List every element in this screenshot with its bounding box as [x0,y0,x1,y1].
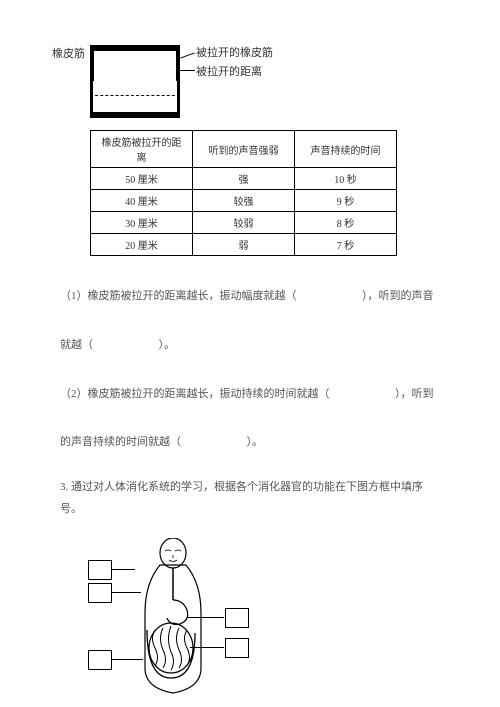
col-header: 听到的声音强弱 [193,131,295,168]
table-row: 30 厘米 较弱 8 秒 [91,212,397,234]
label-rubber-band: 橡皮筋 [52,45,85,61]
answer-box-5[interactable] [88,650,112,670]
cell: 8 秒 [295,212,397,234]
cell: 弱 [193,234,295,256]
q2-line2: 的声音持续的时间就越（ ）。 [60,427,440,458]
dashed-midline [90,95,180,96]
lead-line [190,647,224,648]
q1-line1: （1）橡皮筋被拉开的距离越长，振动幅度就越（ ），听到的声音 [60,281,440,312]
answer-box-4[interactable] [225,638,249,658]
lead-line-1 [180,52,194,58]
digestive-system-diagram [80,538,260,703]
q3-text-b: 号。 [60,503,82,515]
cell: 10 秒 [295,168,397,190]
answer-box-3[interactable] [225,608,249,628]
lead-line-2 [180,70,195,71]
top-bar [90,45,180,51]
table-header-row: 橡皮筋被拉开的距离 听到的声音强弱 声音持续的时间 [91,131,397,168]
q2-line1: （2）橡皮筋被拉开的距离越长，振动持续的时间就越（ ），听到 [60,379,440,410]
cell: 较弱 [193,212,295,234]
cell: 9 秒 [295,190,397,212]
human-body-icon [125,538,235,698]
col-header: 声音持续的时间 [295,131,397,168]
q1-mid: ），听到的声音 [362,290,434,302]
cell: 7 秒 [295,234,397,256]
table-row: 50 厘米 强 10 秒 [91,168,397,190]
questions-block: （1）橡皮筋被拉开的距离越长，振动幅度就越（ ），听到的声音 就越（ ）。 （2… [60,281,440,520]
q1-line2: 就越（ ）。 [60,330,440,361]
answer-box-1[interactable] [88,560,112,580]
cell: 50 厘米 [91,168,193,190]
q3: 3. 通过对人体消化系统的学习，根据各个消化器官的功能在下图方框中填序 号。 [60,476,440,520]
pulled-strand-left [90,81,93,112]
q1-pre: （1）橡皮筋被拉开的距离越长，振动幅度就越（ [60,290,297,302]
bottom-bar [90,112,180,118]
q1-l2-pre: 就越（ [60,339,93,351]
cell: 40 厘米 [91,190,193,212]
cell: 20 厘米 [91,234,193,256]
cell: 强 [193,168,295,190]
table-row: 40 厘米 较强 9 秒 [91,190,397,212]
rubber-strand-left [90,51,94,81]
rubber-strand-right [176,51,180,81]
table-row: 20 厘米 弱 7 秒 [91,234,397,256]
lead-line [188,617,224,618]
q2-l2-pre: 的声音持续的时间就越（ [60,436,181,448]
q2-mid: ），听到 [395,388,434,400]
pulled-strand-right [177,81,180,112]
cell: 较强 [193,190,295,212]
label-stretch-distance: 被拉开的距离 [196,63,262,79]
q2-pre: （2）橡皮筋被拉开的距离越长，振动持续的时间就越（ [60,388,330,400]
cell: 30 厘米 [91,212,193,234]
rubber-band-diagram: 橡皮筋 被拉开的橡皮筋 被拉开的距离 [60,40,280,120]
answer-box-2[interactable] [88,583,112,603]
data-table: 橡皮筋被拉开的距离 听到的声音强弱 声音持续的时间 50 厘米 强 10 秒 4… [90,130,397,256]
q2-l2-post: ）。 [247,436,264,448]
q3-text: 3. 通过对人体消化系统的学习，根据各个消化器官的功能在下图方框中填序 [60,481,423,493]
col-header: 橡皮筋被拉开的距离 [91,131,193,168]
lead-line [111,592,141,593]
label-stretched-band: 被拉开的橡皮筋 [196,44,273,60]
lead-line [111,569,135,570]
q1-l2-post: ）。 [159,339,176,351]
lead-line [111,659,143,660]
